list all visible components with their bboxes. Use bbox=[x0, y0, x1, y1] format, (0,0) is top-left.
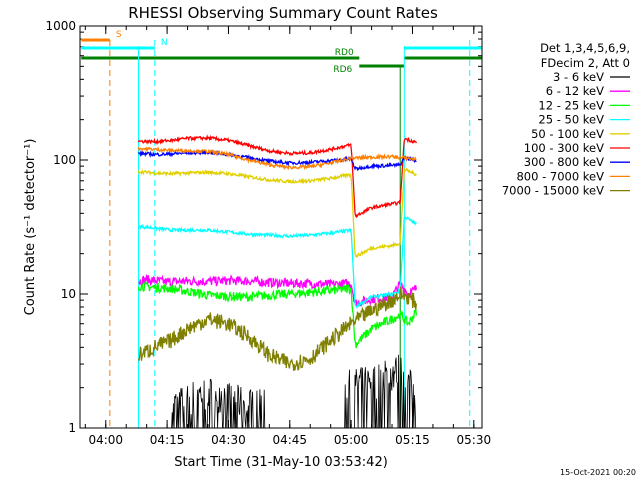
y-tick-label: 1 bbox=[68, 421, 76, 435]
state-label: RD0 bbox=[335, 48, 354, 58]
series-line bbox=[137, 280, 418, 349]
plot-frame bbox=[79, 25, 483, 429]
y-axis-label: Count Rate (s⁻¹ detector⁻¹) bbox=[23, 139, 38, 316]
series-line bbox=[137, 167, 417, 258]
x-tick-label: 05:30 bbox=[457, 433, 492, 447]
legend-label: 12 - 25 keV bbox=[538, 98, 604, 112]
series-line bbox=[137, 146, 417, 171]
series-line bbox=[138, 273, 418, 308]
x-tick-label: 04:30 bbox=[211, 433, 246, 447]
series-line bbox=[138, 215, 417, 309]
legend-label: 100 - 300 keV bbox=[524, 141, 604, 155]
state-label: RD6 bbox=[333, 65, 352, 75]
series-line bbox=[138, 354, 417, 429]
legend-header-line-1: Det 1,3,4,5,6,9, bbox=[540, 41, 630, 55]
legend: Det 1,3,4,5,6,9, FDecim 2, Att 0 3 - 6 k… bbox=[502, 41, 630, 198]
series-line bbox=[137, 134, 417, 219]
footer-date: 15-Oct-2021 00:20 bbox=[560, 468, 636, 477]
legend-label: 50 - 100 keV bbox=[531, 127, 604, 141]
y-tick-label: 100 bbox=[53, 153, 76, 167]
legend-label: 7000 - 15000 keV bbox=[502, 184, 604, 198]
legend-label: 800 - 7000 keV bbox=[516, 169, 604, 183]
y-tick-labels: 1 10 100 1000 bbox=[45, 19, 76, 435]
x-tick-label: 05:00 bbox=[334, 433, 369, 447]
chart-title: RHESSI Observing Summary Count Rates bbox=[128, 4, 438, 22]
x-tick-label: 05:15 bbox=[395, 433, 430, 447]
state-label: S bbox=[116, 30, 122, 40]
y-tick-label: 1000 bbox=[45, 19, 76, 33]
x-tick-label: 04:45 bbox=[272, 433, 307, 447]
state-bars: S N RD0 RD6 bbox=[81, 30, 482, 428]
legend-label: 6 - 12 keV bbox=[546, 84, 604, 98]
series-layer bbox=[137, 134, 418, 429]
x-tick-labels: 04:00 04:15 04:30 04:45 05:00 05:15 05:30 bbox=[88, 433, 491, 447]
x-tick-label: 04:00 bbox=[88, 433, 123, 447]
legend-label: 25 - 50 keV bbox=[538, 113, 604, 127]
legend-label: 300 - 800 keV bbox=[524, 155, 604, 169]
state-label: N bbox=[161, 38, 168, 48]
legend-header-line-2: FDecim 2, Att 0 bbox=[541, 56, 630, 70]
x-axis-label: Start Time (31-May-10 03:53:42) bbox=[174, 455, 388, 470]
axes-layer bbox=[80, 26, 482, 429]
legend-label: 3 - 6 keV bbox=[553, 70, 604, 84]
series-line bbox=[137, 286, 418, 371]
x-tick-label: 04:15 bbox=[150, 433, 185, 447]
y-tick-label: 10 bbox=[61, 287, 76, 301]
